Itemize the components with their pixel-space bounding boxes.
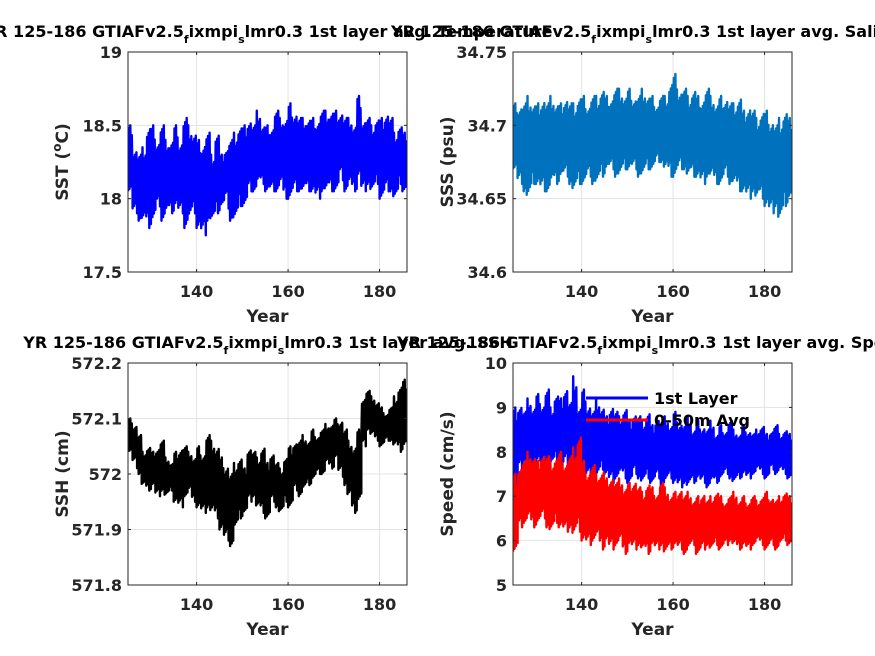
title-part: f: [597, 344, 602, 357]
x-axis-label: Year: [630, 620, 674, 640]
y-tick-label: 571.8: [71, 576, 122, 595]
y-tick-label: 18: [100, 190, 122, 209]
y-tick-label: 8: [496, 443, 507, 462]
chart-sst: 140 160 180 17.5 18 18.5 19 Year SST (oC) YR 125-…: [0, 22, 553, 327]
chart-speed: 140 160 180 5 6 7 8 9 10 Year Speed (cm/s) YR 125-1…: [396, 333, 875, 640]
title-part: ixmpi: [228, 333, 277, 352]
series-group: [128, 94, 407, 237]
title-part: f: [224, 344, 229, 357]
y-tick-label: 19: [100, 43, 122, 62]
y-tick-label: 5: [496, 576, 507, 595]
y-tick-label: 18.5: [83, 116, 122, 135]
legend-label-0: 1st Layer: [654, 389, 738, 408]
x-axis-label: Year: [245, 620, 289, 640]
title-part: SST (: [53, 152, 73, 201]
x-axis-label: Year: [245, 307, 289, 327]
axes-box: [512, 362, 793, 586]
y-tick-label: 9: [496, 398, 507, 417]
title-part: s: [652, 344, 659, 357]
y-tick-label: 10: [485, 354, 507, 373]
axes-box: [127, 51, 408, 273]
title-part: lmr0.3 1st layer avg. SSH: [284, 333, 512, 352]
series-line-sss-0: [513, 72, 792, 218]
y-tick-label: 572: [89, 465, 122, 484]
chart-sss: 140 160 180 34.6 34.65 34.7 34.75 Year SSS (psu)…: [390, 22, 875, 327]
title-part: YR 125-186 GTIAFv2.5: [0, 22, 184, 41]
y-tick-label: 34.7: [468, 116, 507, 135]
x-tick-label: 180: [363, 595, 396, 614]
x-tick-label: 140: [180, 595, 213, 614]
y-tick-label: 34.6: [468, 263, 507, 282]
legend: 1st Layer 0-50m Avg: [586, 389, 750, 430]
y-tick-label: 34.75: [456, 43, 507, 62]
x-tick-label: 140: [565, 595, 598, 614]
series-line-ssh-0: [128, 378, 407, 548]
title-part: YR 125-186 GTIAFv2.5: [22, 333, 223, 352]
title-part: ixmpi: [602, 333, 651, 352]
y-tick-label: 6: [496, 532, 507, 551]
x-tick-label: 160: [271, 595, 304, 614]
y-tick-label: 17.5: [83, 263, 122, 282]
series-line-0-50m-avg: [513, 436, 792, 556]
panels: 140 160 180 17.5 18 18.5 19 Year SST (oC) YR 125-…: [0, 22, 875, 640]
x-tick-label: 140: [565, 282, 598, 301]
title-part: f: [184, 33, 189, 46]
y-tick-label: 571.9: [71, 521, 122, 540]
title-part: lmr0.3 1st layer avg. Temperature: [245, 22, 553, 41]
x-tick-label: 180: [748, 282, 781, 301]
chart-title: YR 125-186 GTIAFv2.5fixmpislmr0.3 1st la…: [22, 333, 513, 357]
x-tick-label: 180: [363, 282, 396, 301]
series-group: [513, 72, 792, 218]
x-tick-label: 160: [271, 282, 304, 301]
title-part: ixmpi: [189, 22, 238, 41]
title-part: s: [278, 344, 285, 357]
y-tick-label: 572.1: [71, 410, 122, 429]
x-tick-label: 160: [656, 282, 689, 301]
chart-title: YR 125-186 GTIAFv2.5fixmpislmr0.3 1st la…: [0, 22, 553, 46]
y-axis-label: SSS (psu): [438, 116, 458, 207]
series-line-sst-0: [128, 94, 407, 237]
title-part: ixmpi: [596, 22, 645, 41]
y-tick-label: 34.65: [456, 190, 507, 209]
title-part: YR 125-186 GTIAFv2.5: [396, 333, 597, 352]
y-axis-label: SST (oC): [50, 123, 73, 201]
title-part: C): [53, 123, 73, 143]
x-tick-label: 160: [656, 595, 689, 614]
x-tick-label: 180: [748, 595, 781, 614]
chart-title: YR 125-186 GTIAFv2.5fixmpislmr0.3 1st la…: [390, 22, 875, 46]
title-part: s: [646, 33, 653, 46]
title-part: o: [50, 143, 64, 151]
y-axis-label: SSH (cm): [53, 430, 73, 517]
title-part: f: [591, 33, 596, 46]
series-group: [128, 378, 407, 548]
y-tick-label: 572.2: [71, 354, 122, 373]
x-axis-label: Year: [630, 307, 674, 327]
title-part: lmr0.3 1st layer avg. Salinity: [652, 22, 875, 41]
chart-ssh: 140 160 180 571.8 571.9 572 572.1 572.2 Year SSH …: [22, 333, 513, 640]
x-tick-label: 140: [180, 282, 213, 301]
chart-title: YR 125-186 GTIAFv2.5fixmpislmr0.3 1st la…: [396, 333, 875, 357]
title-part: YR 125-186 GTIAFv2.5: [390, 22, 591, 41]
y-axis-label: Speed (cm/s): [438, 411, 458, 536]
title-part: lmr0.3 1st layer avg. Speed: [658, 333, 875, 352]
legend-label-1: 0-50m Avg: [654, 411, 750, 430]
title-part: s: [238, 33, 245, 46]
axes-box: [512, 51, 793, 273]
y-tick-label: 7: [496, 487, 507, 506]
series-group: [513, 375, 792, 556]
